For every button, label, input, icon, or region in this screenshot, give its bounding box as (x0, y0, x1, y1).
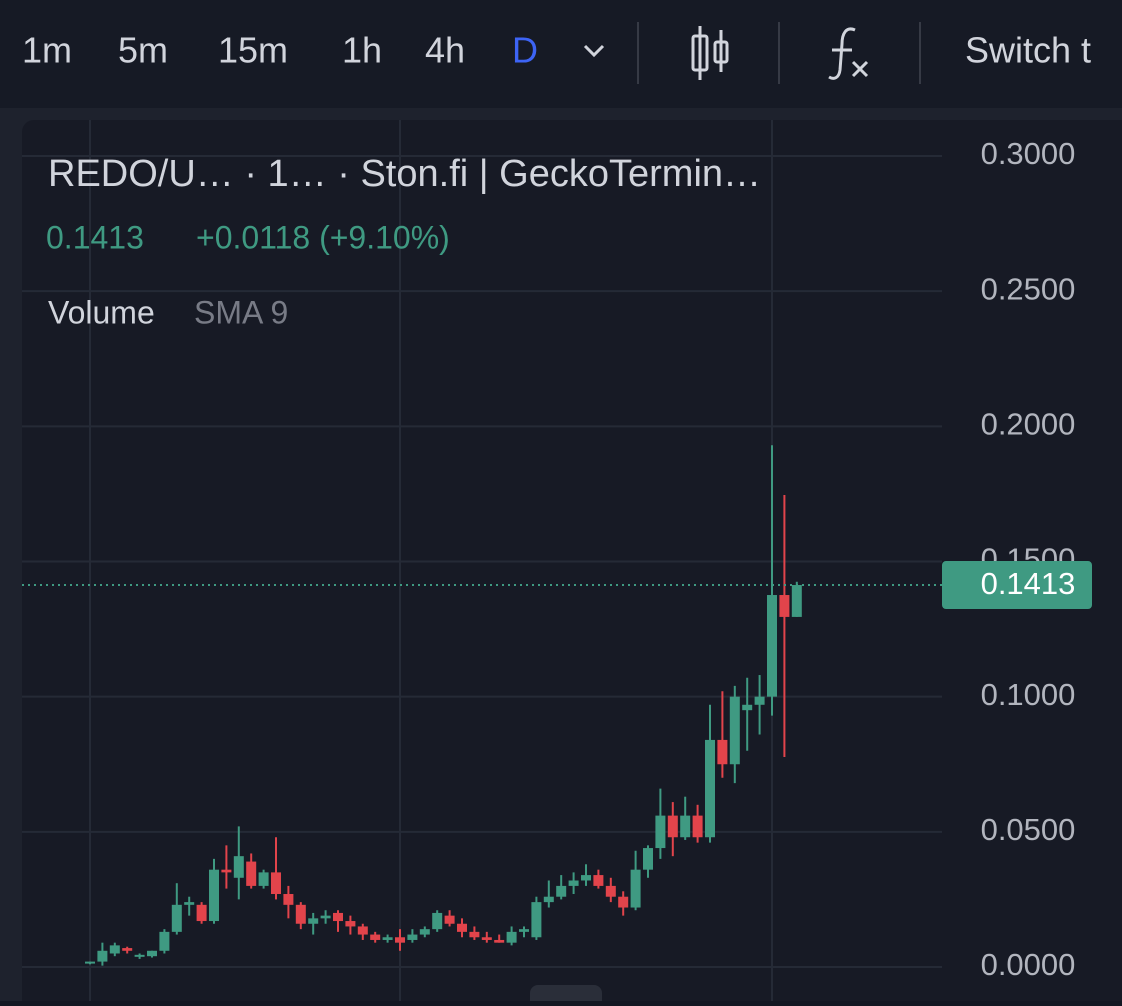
switch-button[interactable]: Switch t (965, 30, 1091, 71)
candle-body (295, 904, 306, 924)
candle-body (432, 912, 443, 930)
candle-body (457, 923, 467, 932)
candle-body (581, 875, 591, 881)
candle-body (171, 904, 182, 932)
candle-body (556, 885, 567, 897)
last-price-badge (942, 561, 1092, 610)
candle-body (494, 939, 505, 943)
candle-body (481, 937, 492, 940)
candle-body (519, 929, 529, 932)
candle-body (221, 869, 232, 873)
candle-body (333, 912, 343, 922)
candle-body (209, 869, 219, 922)
candle-body (271, 872, 281, 895)
interval-button[interactable]: 1h (342, 30, 382, 71)
candle-body (705, 739, 715, 838)
candle-body (246, 861, 257, 886)
scroll-handle[interactable] (530, 985, 602, 1006)
candle-body (680, 815, 691, 838)
interval-button[interactable]: 15m (218, 30, 288, 71)
legend-close: 0.1413 (46, 219, 144, 255)
candle-body (655, 815, 666, 849)
candle-body (791, 585, 802, 617)
candle-body (506, 931, 517, 943)
candle-body (109, 945, 120, 954)
y-tick-label: 0.0500 (981, 812, 1076, 847)
candle-body (667, 815, 678, 838)
candle-body (345, 921, 356, 927)
candle-body (283, 894, 294, 905)
candle-body (618, 896, 629, 908)
chart-panel (22, 120, 1122, 1006)
candle-body (134, 954, 145, 957)
interval-button[interactable]: D (512, 30, 538, 71)
interval-dropdown[interactable] (583, 44, 605, 58)
candle-body (407, 934, 418, 940)
candle-body (543, 896, 554, 903)
candle-body (184, 902, 195, 905)
candle-body (382, 937, 393, 940)
chart-title: REDO/U… · 1… · Ston.fi | GeckoTermin… (48, 153, 761, 195)
y-tick-label: 0.2000 (981, 407, 1076, 442)
indicator-name: Volume (48, 294, 155, 330)
candle-body (630, 869, 641, 908)
y-tick-label: 0.1000 (981, 677, 1076, 712)
candle-body (742, 704, 753, 711)
candle-body (85, 961, 95, 964)
candle-body (568, 880, 579, 886)
interval-button[interactable]: 4h (425, 30, 465, 71)
candle-body (122, 948, 133, 951)
candle-body (444, 915, 455, 924)
candle-body (395, 937, 405, 943)
candle-body (159, 931, 170, 951)
candle-body (97, 950, 108, 962)
candle-body (729, 696, 740, 765)
candle-body (643, 848, 653, 870)
candle-body (754, 696, 765, 705)
interval-button[interactable]: 5m (118, 30, 168, 71)
last-price-label: 0.1413 (981, 566, 1076, 601)
indicator-params: SMA 9 (194, 294, 288, 330)
candle-body (593, 875, 604, 886)
legend-change: +0.0118 (+9.10%) (196, 219, 450, 255)
candle-body (357, 926, 368, 935)
candle-body (469, 931, 480, 938)
interval-button[interactable]: 1m (22, 30, 72, 71)
indicators-button[interactable] (828, 27, 869, 80)
candle-body (308, 918, 319, 924)
y-tick-label: 0.2500 (981, 271, 1076, 306)
candle-body (419, 929, 430, 935)
candle-body (692, 815, 703, 838)
candle-body (196, 904, 207, 922)
candle-body (779, 595, 790, 617)
candle-body (605, 885, 616, 897)
y-tick-label: 0.0000 (981, 947, 1076, 982)
y-tick-label: 0.3000 (981, 136, 1076, 171)
candle-body (717, 739, 728, 765)
candle-body (233, 856, 244, 878)
toolbar (0, 0, 1122, 108)
candle-body (147, 950, 157, 957)
chart-type-button[interactable] (691, 26, 729, 80)
candle-body (370, 934, 381, 940)
candle-body (767, 595, 777, 697)
candle-body (320, 915, 331, 919)
candle-body (531, 902, 542, 938)
candle-body (258, 872, 269, 886)
